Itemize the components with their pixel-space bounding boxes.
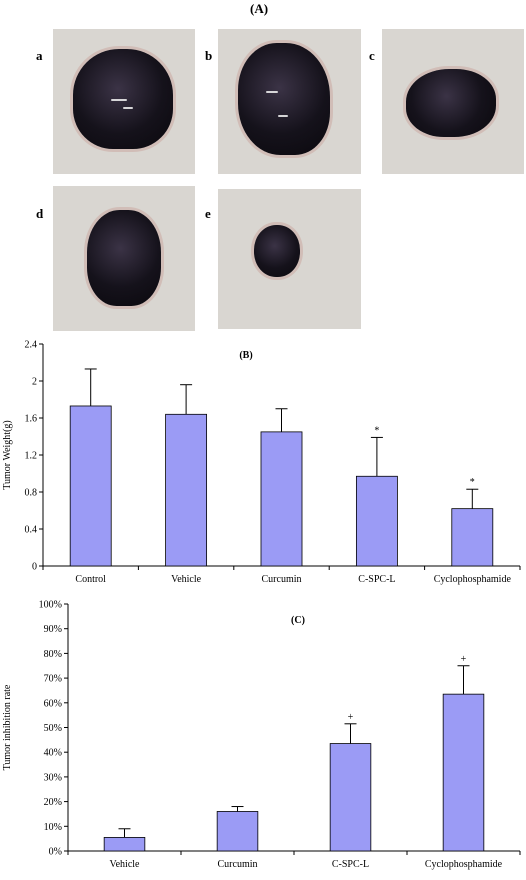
photo-label-d: d <box>36 206 44 221</box>
y-tick-label: 0 <box>32 562 37 573</box>
x-category-label: Control <box>75 574 106 585</box>
chart-title: (C) <box>291 615 305 626</box>
y-tick-label: 100% <box>39 600 62 611</box>
x-category-label: C-SPC-L <box>358 574 395 585</box>
y-tick-label: 90% <box>44 624 62 635</box>
y-axis-label: Tumor Weight(g) <box>2 420 13 489</box>
x-category-label: Vehicle <box>171 574 202 585</box>
y-tick-label: 80% <box>44 649 62 660</box>
photo-label-b: b <box>205 48 213 63</box>
y-tick-label: 1.2 <box>25 451 38 462</box>
chart-title: (B) <box>239 350 252 361</box>
bar <box>165 413 208 567</box>
bar <box>355 475 398 567</box>
y-tick-label: 0% <box>49 847 62 858</box>
y-tick-label: 10% <box>44 822 62 833</box>
x-category-label: Curcumin <box>218 859 258 870</box>
y-tick-label: 2 <box>32 377 37 388</box>
tumor-photo-c <box>382 29 524 174</box>
y-tick-label: 0.4 <box>25 525 38 536</box>
significance-marker: * <box>374 425 379 436</box>
x-category-label: Cyclophosphamide <box>434 574 512 585</box>
tumor-weight-chart: 0 0.4 0.8 1.2 1.6 2 2.4 Control Vehicle Curcumin *… <box>2 340 521 585</box>
y-axis-label: Tumor inhibition rate <box>2 684 13 770</box>
bar <box>260 431 303 567</box>
x-category-label: Vehicle <box>110 859 141 870</box>
photo-label-c: c <box>369 48 375 63</box>
tumor-photo-e <box>218 189 361 329</box>
bar <box>216 811 259 852</box>
y-tick-label: 70% <box>44 674 62 685</box>
y-tick-label: 1.6 <box>25 414 38 425</box>
y-tick-label: 2.4 <box>25 340 38 351</box>
significance-marker: + <box>348 712 354 723</box>
panel-a-title: (A) <box>250 1 269 16</box>
significance-marker: * <box>470 477 475 488</box>
bar <box>451 508 494 567</box>
bar <box>69 405 112 567</box>
bar <box>329 743 372 852</box>
bar <box>103 837 146 852</box>
photo-label-e: e <box>205 206 211 221</box>
y-tick-label: 20% <box>44 797 62 808</box>
y-tick-label: 0.8 <box>25 488 38 499</box>
y-tick-label: 60% <box>44 698 62 709</box>
tumor-inhibition-chart: 0% 10% 20% 30% 40% 50% 60% 70% 80% 90% 100% Vehicle… <box>2 600 521 870</box>
tumor-photo-d <box>53 186 195 331</box>
y-tick-label: 50% <box>44 723 62 734</box>
tumor-photo-b <box>218 29 361 174</box>
y-tick-label: 40% <box>44 748 62 759</box>
photo-label-a: a <box>36 48 43 63</box>
tumor-photo-a <box>53 29 195 174</box>
x-category-label: C-SPC-L <box>332 859 369 870</box>
y-tick-label: 30% <box>44 772 62 783</box>
bar <box>442 693 485 852</box>
x-category-label: Curcumin <box>262 574 302 585</box>
significance-marker: + <box>461 654 467 665</box>
x-category-label: Cyclophosphamide <box>425 859 503 870</box>
